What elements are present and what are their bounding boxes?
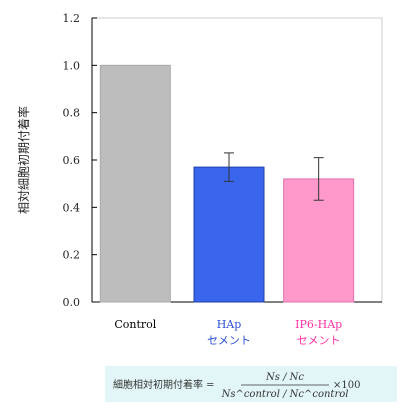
bar xyxy=(193,166,265,303)
error-bars xyxy=(224,152,324,201)
y-tick-label: 1.0 xyxy=(63,59,81,72)
x-category-labels: Control HAp セメント IP6-HAp セメント xyxy=(114,318,342,347)
y-tick-label: 0.8 xyxy=(63,107,81,120)
bars xyxy=(99,64,355,303)
y-tick-label: 0.2 xyxy=(63,249,81,262)
x-category-label: IP6-HAp xyxy=(295,318,342,331)
bar xyxy=(99,64,171,303)
formula-numerator: Ns / Nc xyxy=(265,372,304,383)
formula-lhs: 細胞相対初期付着率 = xyxy=(113,378,215,391)
x-category-label: HAp xyxy=(217,318,242,331)
y-tick-label: 0.4 xyxy=(63,201,81,214)
y-axis-label: 相対細胞初期付着率 xyxy=(16,106,31,214)
y-tick-label: 1.2 xyxy=(63,12,81,25)
y-tick-label: 0.6 xyxy=(63,154,81,167)
y-tick-label: 0.0 xyxy=(63,296,81,309)
formula: 細胞相対初期付着率 = Ns / Nc Ns^control / Nc^cont… xyxy=(113,372,360,400)
formula-box: 細胞相対初期付着率 = Ns / Nc Ns^control / Nc^cont… xyxy=(105,366,397,402)
x-category-label: セメント xyxy=(207,334,251,347)
x-category-label: Control xyxy=(114,318,156,331)
y-axis: 0.0 0.2 0.4 0.6 0.8 1.0 1.2 xyxy=(63,12,382,309)
formula-denominator: Ns^control / Nc^control xyxy=(221,389,349,400)
x-category-label: セメント xyxy=(297,334,341,347)
formula-suffix: ×100 xyxy=(333,380,360,391)
